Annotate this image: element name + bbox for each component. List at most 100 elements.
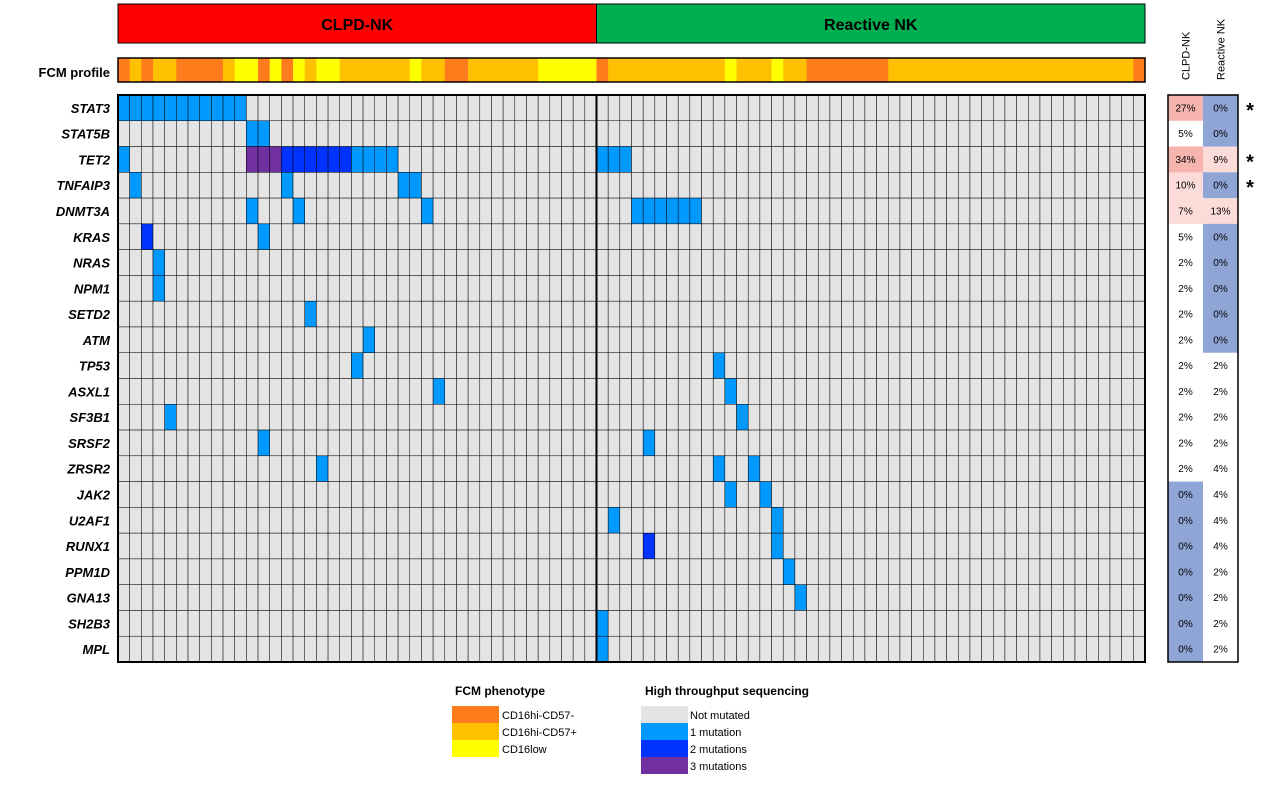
empty-cell — [899, 507, 912, 534]
empty-cell — [292, 584, 305, 611]
mutation-cell — [631, 197, 644, 225]
empty-cell — [211, 249, 224, 276]
empty-cell — [117, 172, 130, 199]
mutation-cell — [246, 146, 259, 173]
empty-cell — [969, 635, 982, 663]
empty-cell — [852, 610, 866, 637]
empty-cell — [316, 326, 329, 353]
empty-cell — [958, 223, 971, 250]
mutation-cell — [724, 481, 737, 508]
empty-cell — [141, 378, 154, 405]
empty-cell — [129, 197, 142, 225]
empty-cell — [899, 429, 912, 457]
empty-cell — [1028, 558, 1041, 585]
empty-cell — [199, 532, 212, 560]
mutation-cell — [351, 146, 364, 173]
empty-cell — [654, 584, 667, 611]
empty-cell — [794, 249, 807, 276]
empty-cell — [1039, 352, 1052, 379]
empty-cell — [222, 481, 235, 508]
empty-cell — [888, 146, 901, 173]
empty-cell — [1086, 275, 1099, 302]
empty-cell — [141, 146, 154, 173]
fcm-cell — [339, 58, 352, 82]
empty-cell — [199, 429, 212, 457]
empty-cell — [327, 481, 340, 508]
empty-cell — [852, 584, 866, 611]
empty-cell — [526, 558, 539, 585]
mutation-cell — [724, 378, 737, 405]
empty-cell — [958, 635, 971, 663]
empty-cell — [199, 507, 212, 534]
empty-cell — [211, 197, 224, 225]
empty-cell — [1133, 378, 1146, 405]
empty-cell — [129, 326, 142, 353]
empty-cell — [712, 532, 726, 560]
empty-cell — [817, 532, 831, 560]
empty-cell — [782, 429, 796, 457]
empty-cell — [479, 610, 492, 637]
empty-cell — [269, 584, 282, 611]
empty-cell — [444, 481, 457, 508]
empty-cell — [444, 429, 457, 457]
empty-cell — [257, 507, 270, 534]
empty-cell — [526, 326, 539, 353]
empty-cell — [596, 300, 609, 328]
empty-cell — [572, 481, 586, 508]
empty-cell — [327, 326, 340, 353]
empty-cell — [339, 584, 352, 611]
empty-cell — [432, 197, 446, 225]
empty-cell — [327, 635, 340, 663]
legend: FCM phenotypeCD16hi-CD57-CD16hi-CD57+CD1… — [452, 684, 809, 774]
empty-cell — [911, 532, 924, 560]
empty-cell — [327, 507, 340, 534]
empty-cell — [526, 120, 539, 147]
empty-cell — [327, 404, 340, 431]
significance-marker: * — [1246, 177, 1254, 199]
empty-cell — [467, 378, 481, 405]
empty-cell — [269, 635, 282, 663]
mutation-cell — [607, 146, 621, 173]
empty-cell — [759, 249, 772, 276]
empty-cell — [654, 275, 667, 302]
empty-cell — [164, 378, 177, 405]
empty-cell — [596, 507, 609, 534]
empty-cell — [677, 481, 691, 508]
empty-cell — [724, 197, 737, 225]
mutation-cell — [176, 94, 189, 122]
empty-cell — [257, 275, 270, 302]
empty-cell — [747, 146, 761, 173]
empty-cell — [211, 300, 224, 328]
freq-cell — [1168, 636, 1203, 663]
empty-cell — [1063, 223, 1076, 250]
empty-cell — [969, 429, 982, 457]
legend-fcm-label: CD16low — [502, 744, 547, 756]
empty-cell — [141, 249, 154, 276]
empty-cell — [456, 404, 469, 431]
empty-cell — [1051, 584, 1064, 611]
empty-cell — [397, 584, 411, 611]
empty-cell — [386, 223, 399, 250]
empty-cell — [934, 300, 947, 328]
empty-cell — [176, 481, 189, 508]
empty-cell — [327, 197, 340, 225]
fcm-cell — [654, 58, 667, 82]
empty-cell — [958, 481, 971, 508]
empty-cell — [631, 94, 644, 122]
empty-cell — [876, 584, 889, 611]
empty-cell — [911, 481, 924, 508]
empty-cell — [1086, 429, 1099, 457]
empty-cell — [456, 635, 469, 663]
empty-cell — [141, 197, 154, 225]
empty-cell — [211, 532, 224, 560]
empty-cell — [958, 249, 971, 276]
empty-cell — [479, 249, 492, 276]
freq-value: 4% — [1213, 490, 1228, 501]
empty-cell — [677, 532, 691, 560]
empty-cell — [712, 146, 726, 173]
empty-cell — [701, 146, 714, 173]
empty-cell — [899, 378, 912, 405]
empty-cell — [444, 610, 457, 637]
empty-cell — [222, 223, 235, 250]
empty-cell — [1063, 120, 1076, 147]
